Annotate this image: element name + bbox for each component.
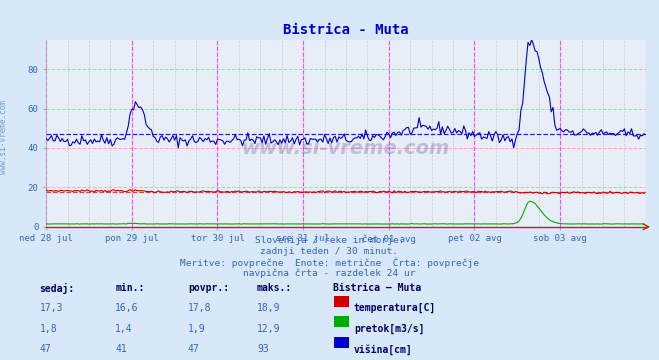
Text: Slovenija / reke in morje.: Slovenija / reke in morje.: [255, 236, 404, 245]
Text: maks.:: maks.:: [257, 283, 292, 293]
Text: povpr.:: povpr.:: [188, 283, 229, 293]
Text: pretok[m3/s]: pretok[m3/s]: [354, 324, 424, 334]
Text: 1,8: 1,8: [40, 324, 57, 334]
Text: sedaj:: sedaj:: [40, 283, 74, 294]
Text: 47: 47: [40, 344, 51, 354]
Text: temperatura[C]: temperatura[C]: [354, 303, 436, 313]
Text: 17,3: 17,3: [40, 303, 63, 313]
Text: 18,9: 18,9: [257, 303, 281, 313]
Text: Bistrica – Muta: Bistrica – Muta: [333, 283, 421, 293]
Text: 1,4: 1,4: [115, 324, 133, 334]
Text: Meritve: povprečne  Enote: metrične  Črta: povprečje: Meritve: povprečne Enote: metrične Črta:…: [180, 257, 479, 268]
Text: www.si-vreme.com: www.si-vreme.com: [0, 100, 8, 174]
Text: 1,9: 1,9: [188, 324, 206, 334]
Text: navpična črta - razdelek 24 ur: navpična črta - razdelek 24 ur: [243, 268, 416, 278]
Text: višina[cm]: višina[cm]: [354, 344, 413, 355]
Text: 47: 47: [188, 344, 200, 354]
Text: 17,8: 17,8: [188, 303, 212, 313]
Text: min.:: min.:: [115, 283, 145, 293]
Title: Bistrica - Muta: Bistrica - Muta: [283, 23, 409, 37]
Text: zadnji teden / 30 minut.: zadnji teden / 30 minut.: [260, 247, 399, 256]
Text: 12,9: 12,9: [257, 324, 281, 334]
Text: 16,6: 16,6: [115, 303, 139, 313]
Text: 41: 41: [115, 344, 127, 354]
Text: www.si-vreme.com: www.si-vreme.com: [242, 139, 450, 158]
Text: 93: 93: [257, 344, 269, 354]
